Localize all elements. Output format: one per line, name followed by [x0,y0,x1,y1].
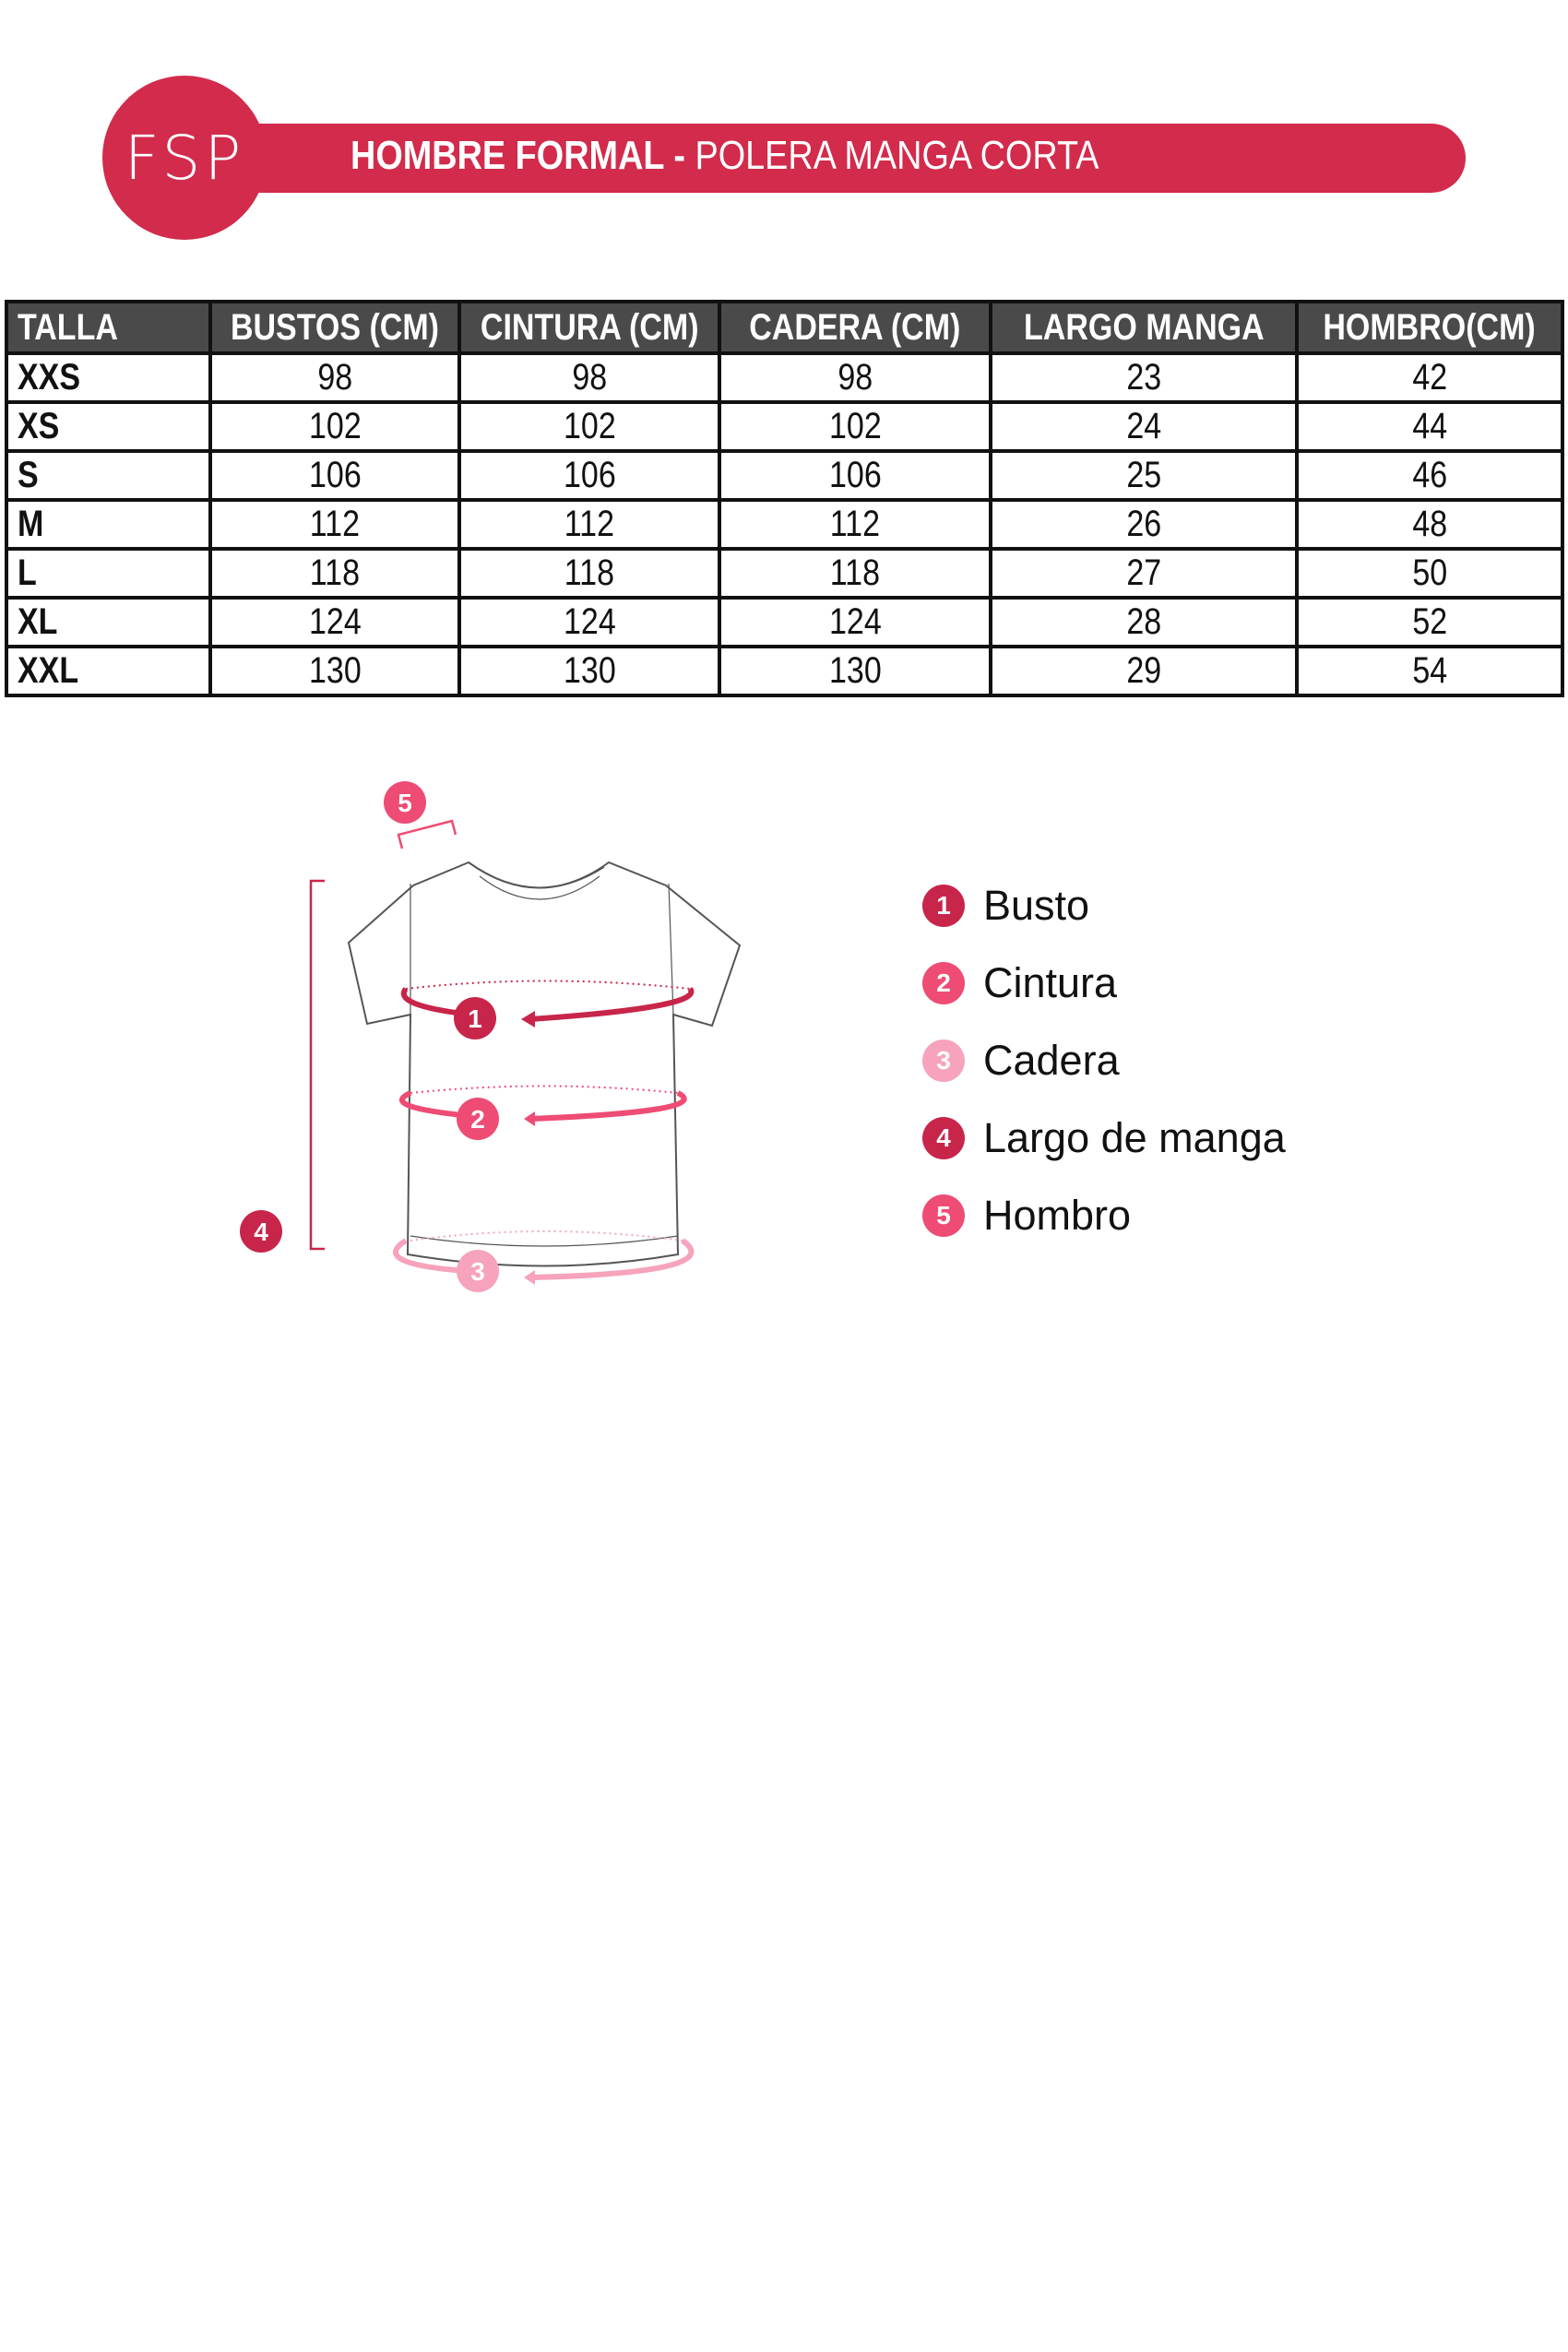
value-cell: 50 [1295,547,1564,600]
value-cell: 25 [989,449,1299,502]
value-cell: 102 [208,400,461,453]
size-cell: XXL [5,645,212,697]
value-cell: 124 [208,596,461,648]
value-cell: 124 [718,596,992,648]
number-badge: 4 [922,1117,965,1159]
value-cell: 112 [718,498,992,551]
value-cell: 118 [718,547,992,600]
brand-logo: FSP [102,76,267,240]
value-cell: 29 [989,645,1299,697]
size-cell: XL [5,596,212,648]
svg-text:2: 2 [470,1105,485,1134]
legend-label: Largo de manga [983,1114,1286,1161]
number-badge: 1 [922,885,965,927]
svg-text:3: 3 [470,1257,485,1286]
marker-5: 5 [384,781,426,824]
number-badge: 3 [922,1039,965,1082]
legend-item: 1 Busto [922,867,1286,944]
svg-text:4: 4 [254,1218,268,1246]
value-cell: 118 [457,547,721,600]
svg-text:1: 1 [468,1004,482,1033]
table-row: XXS 98 98 98 23 42 [5,351,1564,404]
table-row: XS 102 102 102 24 44 [5,400,1564,453]
legend-label: Busto [983,882,1090,929]
marker-3: 3 [457,1250,499,1292]
legend-item: 5 Hombro [922,1177,1286,1254]
column-header: CINTURA (CM) [457,300,721,355]
number-badge: 2 [922,962,965,1004]
value-cell: 42 [1295,351,1564,404]
value-cell: 54 [1295,645,1564,697]
length-bracket [309,879,325,1251]
marker-1: 1 [454,997,496,1039]
logo-text: FSP [124,122,245,194]
measurement-legend: 1 Busto 2 Cintura 3 Cadera 4 Largo de manga 5 Hom… [922,867,1286,1254]
value-cell: 130 [457,645,721,697]
column-header: LARGO MANGA [989,300,1299,355]
table-header-row: TALLA BUSTOS (CM) CINTURA (CM) CADERA (C… [5,300,1564,355]
value-cell: 44 [1295,400,1564,453]
number-badge: 5 [922,1194,965,1237]
legend-item: 2 Cintura [922,944,1286,1022]
value-cell: 124 [457,596,721,648]
value-cell: 112 [208,498,461,551]
column-header: BUSTOS (CM) [208,300,461,355]
cintura-measure [398,1085,687,1126]
legend-label: Cadera [983,1037,1120,1084]
value-cell: 98 [457,351,721,404]
svg-text:5: 5 [398,789,412,817]
value-cell: 130 [718,645,992,697]
value-cell: 28 [989,596,1299,648]
column-header: CADERA (CM) [718,300,992,355]
tshirt-outline [347,861,742,1267]
value-cell: 24 [989,400,1299,453]
column-header: HOMBRO(CM) [1295,300,1564,355]
table-row: L 118 118 118 27 50 [5,547,1564,600]
table-row: S 106 106 106 25 46 [5,449,1564,502]
value-cell: 106 [208,449,461,502]
value-cell: 98 [208,351,461,404]
title-bold: HOMBRE FORMAL - [350,133,695,178]
header-banner [225,124,1466,193]
cadera-measure [393,1230,695,1285]
value-cell: 98 [718,351,992,404]
size-cell: M [5,498,212,551]
legend-item: 4 Largo de manga [922,1099,1286,1177]
page-title: HOMBRE FORMAL - POLERA MANGA CORTA [350,133,1099,179]
value-cell: 52 [1295,596,1564,648]
value-cell: 130 [208,645,461,697]
size-table: TALLA BUSTOS (CM) CINTURA (CM) CADERA (C… [5,300,1564,697]
marker-4: 4 [240,1210,282,1253]
value-cell: 23 [989,351,1299,404]
value-cell: 46 [1295,449,1564,502]
title-regular: POLERA MANGA CORTA [695,133,1099,178]
tshirt-diagram: 1 2 3 4 5 [240,781,742,1292]
value-cell: 106 [718,449,992,502]
size-cell: XS [5,400,212,453]
size-cell: L [5,547,212,600]
value-cell: 106 [457,449,721,502]
value-cell: 48 [1295,498,1564,551]
value-cell: 102 [718,400,992,453]
size-cell: XXS [5,351,212,404]
legend-item: 3 Cadera [922,1022,1286,1099]
shoulder-bracket [397,819,457,849]
legend-label: Hombro [983,1192,1132,1239]
size-cell: S [5,449,212,502]
value-cell: 112 [457,498,721,551]
table-row: XXL 130 130 130 29 54 [5,645,1564,697]
table-row: M 112 112 112 26 48 [5,498,1564,551]
value-cell: 118 [208,547,461,600]
value-cell: 27 [989,547,1299,600]
value-cell: 102 [457,400,721,453]
table-row: XL 124 124 124 28 52 [5,596,1564,648]
marker-2: 2 [457,1098,499,1140]
value-cell: 26 [989,498,1299,551]
column-header: TALLA [5,300,212,355]
legend-label: Cintura [983,959,1118,1006]
